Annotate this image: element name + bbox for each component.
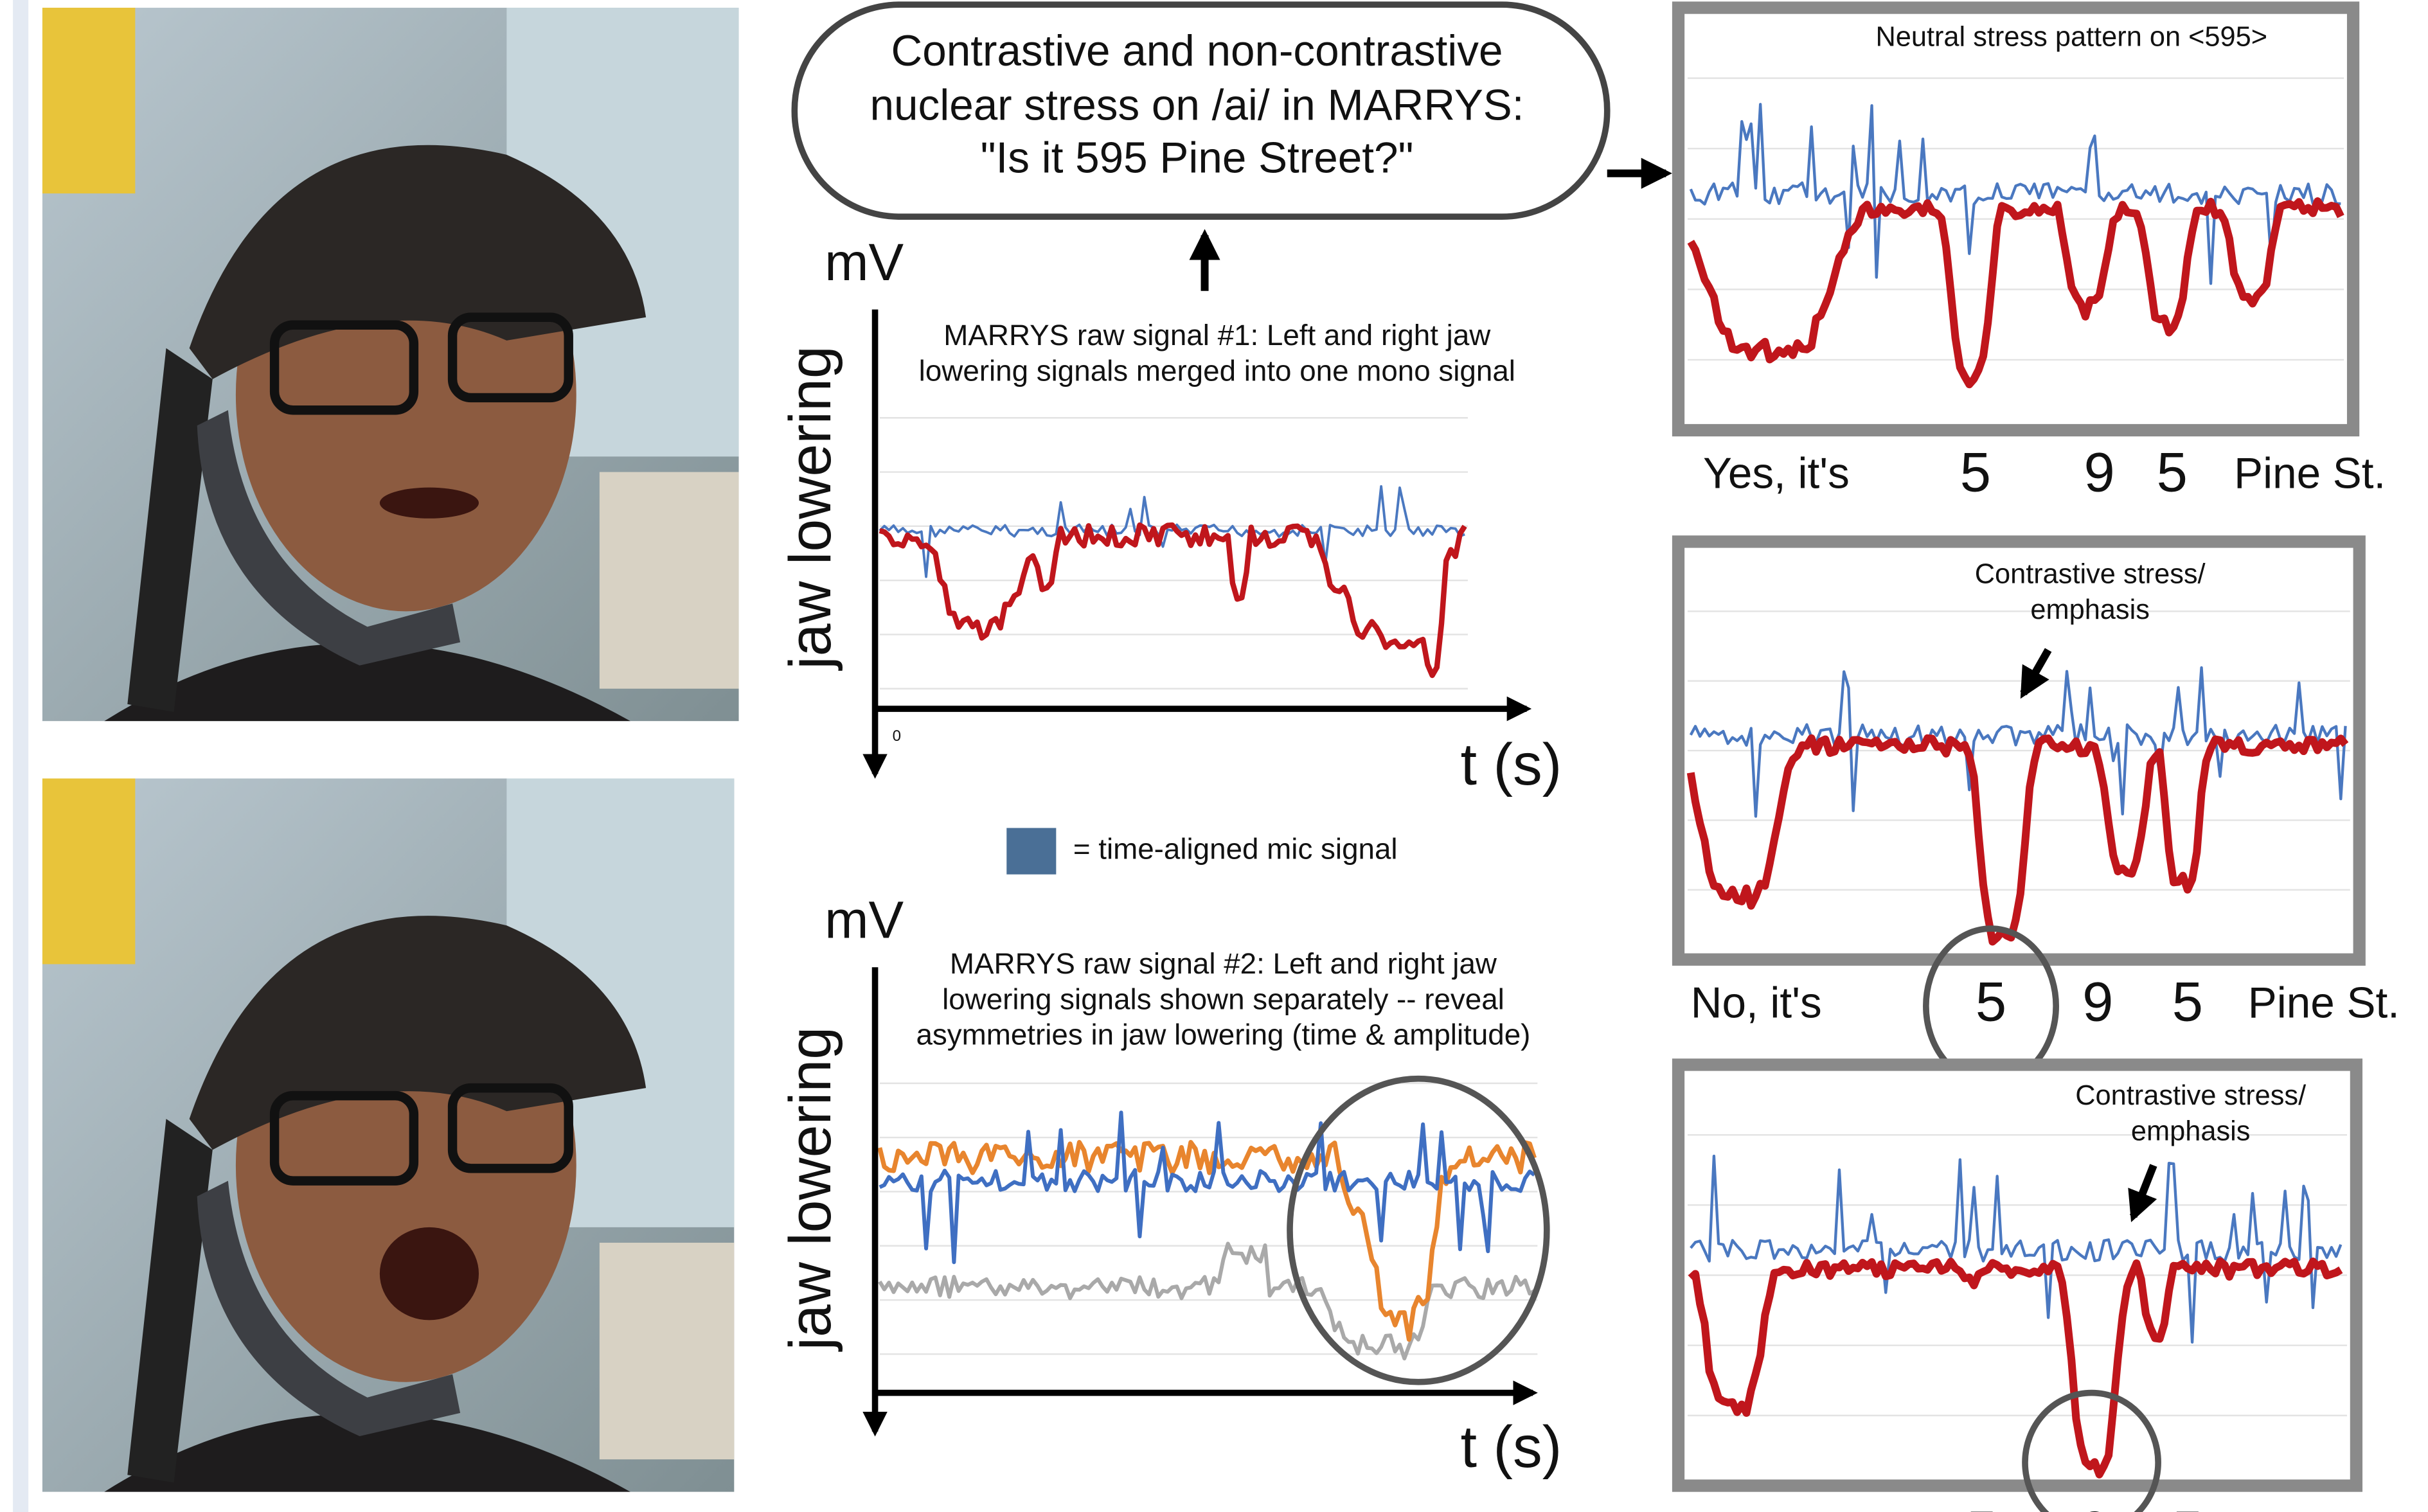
title-box [791, 1, 1611, 220]
word-label: 5 [1960, 442, 1991, 504]
signal-trace [1690, 1154, 2343, 1344]
y-unit: mV [825, 891, 904, 949]
title-line: "Is it 595 Pine Street?" [981, 134, 1414, 182]
photo [42, 8, 739, 722]
y-unit: mV [825, 233, 904, 292]
signal-trace [879, 1110, 1536, 1265]
word-label: 5 [2157, 442, 2188, 504]
legend-swatch [1006, 828, 1057, 875]
title-line: nuclear stress on /ai/ in MARRYS: [870, 81, 1524, 129]
panels: Neutral stress pattern on <595> Yes, it's… [1672, 1, 2400, 1512]
signal-plot [879, 417, 1468, 689]
photo-shirt [104, 643, 631, 722]
signal-trace [879, 522, 1467, 679]
signal-trace [1686, 734, 2349, 946]
panel-title: emphasis [2030, 594, 2150, 625]
word-label: Yes, it's [1703, 450, 1850, 498]
y-label: jaw lowering [778, 346, 843, 671]
photo-shirt [104, 1414, 631, 1492]
word-label: 5 [1966, 1500, 1997, 1512]
photo-glasses [447, 312, 573, 403]
caption: lowering signals shown separately -- rev… [942, 983, 1504, 1015]
highlight-circle [1287, 1075, 1550, 1385]
panel-title: Contrastive stress/ [1975, 558, 2206, 589]
photo-wall [42, 778, 136, 965]
signal-trace [879, 485, 1465, 578]
caption: asymmetries in jaw lowering (time & ampl… [916, 1018, 1530, 1051]
photos [42, 8, 739, 1492]
origin-label: 0 [893, 727, 901, 745]
photo-glasses [269, 1090, 419, 1186]
photo-equipment [599, 472, 739, 689]
panel-title: Neutral stress pattern on <595> [1875, 22, 2267, 53]
side-strip [13, 0, 29, 1512]
signal-plot [877, 1082, 1538, 1361]
legend-label: = time-aligned mic signal [1073, 833, 1398, 866]
photo-equipment [599, 1242, 735, 1460]
word-label: 9 [2082, 971, 2113, 1033]
panel-title: Contrastive stress/ [2075, 1080, 2307, 1111]
x-label: t (s) [1461, 1414, 1562, 1480]
caption: MARRYS raw signal #1: Left and right jaw [943, 319, 1491, 351]
photo-strap [127, 348, 213, 712]
signal-trace [878, 1241, 1536, 1361]
word-label: 5 [2172, 1500, 2203, 1512]
signal-trace [877, 1140, 1537, 1342]
signal-trace [1689, 103, 2341, 285]
highlight-circle [2022, 1389, 2161, 1512]
word-label: 5 [2172, 971, 2203, 1033]
caption: MARRYS raw signal #2: Left and right jaw [950, 947, 1497, 980]
photo-strap [127, 1119, 213, 1483]
photo-mouth [379, 1227, 479, 1321]
photo-mouth [379, 487, 479, 519]
photo-glasses [269, 320, 419, 415]
word-label: 9 [2084, 442, 2114, 504]
title-line: Contrastive and non-contrastive [891, 27, 1503, 75]
photo-headset [197, 410, 461, 666]
photo-wall [42, 8, 136, 194]
photo-headset [197, 1180, 461, 1436]
arrow [2128, 1164, 2157, 1222]
word-label: No, it's [1691, 979, 1822, 1027]
arrow [2020, 648, 2052, 699]
word-label: No, it's [1697, 1508, 1828, 1512]
word-label: Pine St. [2248, 1508, 2400, 1512]
photo-glasses [447, 1083, 573, 1173]
signal-trace [1688, 1257, 2343, 1479]
word-label: Pine St. [2248, 979, 2400, 1027]
panel-title: emphasis [2131, 1116, 2251, 1146]
x-label: t (s) [1461, 732, 1562, 797]
word-label: Pine St. [2234, 450, 2386, 498]
word-label: 5 [1976, 971, 2006, 1033]
word-label: 9 [2079, 1500, 2110, 1512]
photo [42, 778, 735, 1492]
signal-trace [1687, 197, 2344, 389]
y-label: jaw lowering [778, 1027, 843, 1352]
caption: lowering signals merged into one mono si… [919, 355, 1515, 387]
